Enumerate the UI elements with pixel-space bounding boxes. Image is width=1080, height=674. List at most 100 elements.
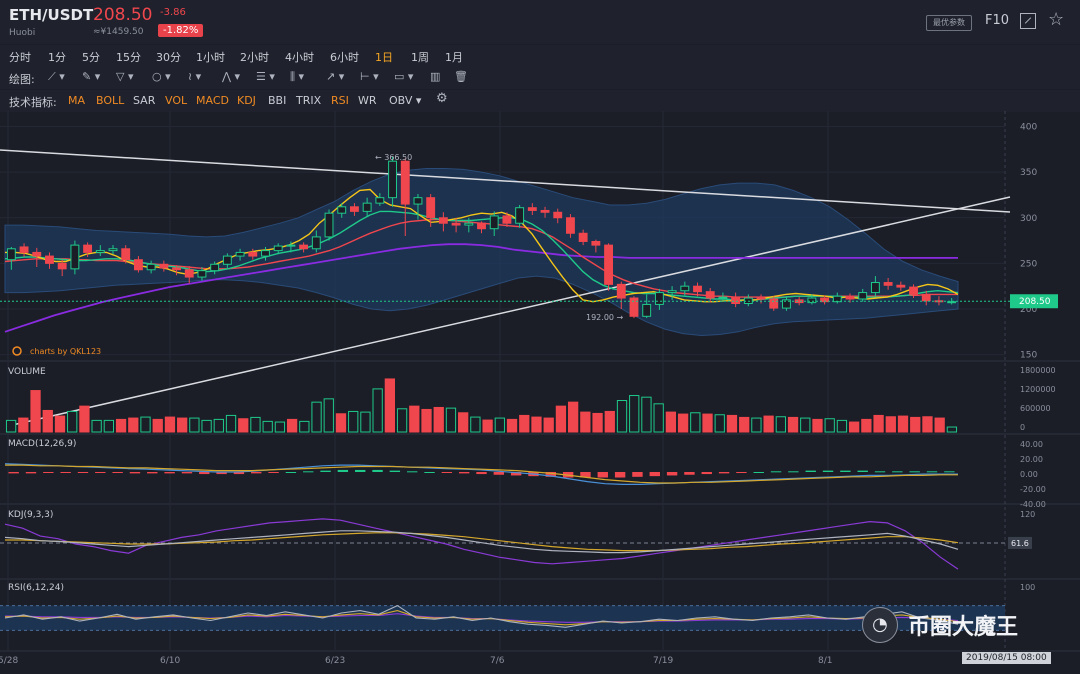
candle-11: [146, 260, 156, 274]
volume-bar-39: [482, 419, 493, 433]
indicator-boll[interactable]: BOLL: [96, 94, 125, 107]
candle-31: [400, 158, 410, 236]
indicator-trix[interactable]: TRIX: [296, 94, 322, 107]
volume-bar-62: [763, 415, 774, 433]
candle-body-10: [133, 259, 143, 271]
macd-hist-18: [320, 470, 331, 472]
x-tick-0: 5/28: [0, 656, 18, 666]
candle-38: [489, 211, 499, 236]
indicator-kdj[interactable]: KDJ: [237, 94, 256, 107]
best-params-button[interactable]: 最优参数: [926, 15, 972, 31]
volume-bar-34: [421, 408, 432, 433]
volume-bar-60: [739, 416, 750, 433]
candle-20: [261, 246, 270, 261]
timeframe-0[interactable]: 分时: [9, 51, 31, 64]
volume-bar-61: [751, 417, 762, 433]
indicator-vol[interactable]: VOL: [165, 94, 188, 107]
indicator-sar[interactable]: SAR: [133, 94, 156, 107]
kdj-tick-2: 100: [1020, 583, 1035, 592]
macd-hist-25: [441, 472, 453, 473]
triangle-tool-icon[interactable]: ▽ ▾: [116, 70, 134, 83]
star-icon[interactable]: ☆: [1048, 9, 1065, 30]
timeframe-11[interactable]: 1月: [445, 51, 463, 64]
candle-2: [32, 247, 42, 268]
f10-button[interactable]: F10: [985, 13, 1010, 28]
macd-hist-3: [60, 472, 71, 473]
candle-body-18: [235, 251, 245, 257]
candle-1: [19, 243, 29, 257]
circle-tool-icon[interactable]: ○ ▾: [152, 70, 171, 83]
volume-bar-63: [775, 416, 786, 433]
last-price-label: 208.50: [1019, 297, 1051, 307]
volume-bar-41: [506, 418, 518, 433]
macd-hist-20: [355, 469, 366, 472]
indicator-macd[interactable]: MACD: [196, 94, 229, 107]
candle-46: [591, 239, 601, 253]
watermark-text: 币圈大魔王: [908, 615, 1019, 640]
candle-16: [210, 261, 220, 275]
volume-bar-13: [164, 416, 176, 433]
indicator-rsi[interactable]: RSI: [331, 94, 349, 107]
indicator-tool-icon[interactable]: ▥: [430, 70, 441, 83]
macd-hist-35: [614, 472, 626, 478]
candle-body-30: [388, 160, 397, 199]
trash-icon[interactable]: 🗑: [454, 70, 468, 83]
candle-10: [133, 256, 143, 273]
timeframe-1[interactable]: 1分: [48, 51, 66, 64]
volume-bar-38: [470, 416, 481, 433]
candle-body-44: [566, 217, 575, 234]
timeframe-3[interactable]: 15分: [116, 51, 141, 64]
macd-hist-11: [199, 472, 210, 475]
comment-tool-icon[interactable]: ▭ ▾: [394, 70, 414, 83]
timeframe-8[interactable]: 6小时: [330, 51, 359, 64]
last-price-tag: [1010, 294, 1058, 309]
low-annotation: 192.00 →: [586, 313, 624, 322]
candle-21: [273, 243, 283, 255]
candle-body-23: [299, 244, 309, 250]
volume-bar-33: [409, 405, 420, 433]
candle-61: [782, 296, 791, 311]
candle-body-4: [57, 262, 67, 270]
volume-bar-29: [360, 411, 371, 433]
candle-22: [286, 241, 296, 253]
candle-15: [197, 267, 207, 281]
pen-tool-icon[interactable]: ✎ ▾: [82, 70, 101, 83]
line-tool-icon[interactable]: ⟋ ▾: [48, 70, 65, 83]
gann-tool-icon[interactable]: ⫼ ▾: [290, 70, 305, 83]
candle-body-24: [311, 236, 321, 250]
fullscreen-icon[interactable]: [1020, 13, 1036, 29]
gear-icon[interactable]: ⚙: [436, 91, 448, 106]
candle-body-49: [629, 297, 639, 317]
measure-tool-icon[interactable]: ⊢ ▾: [360, 70, 379, 83]
arrow-tool-icon[interactable]: ↗ ▾: [326, 70, 345, 83]
wave-tool-icon[interactable]: ≀ ▾: [188, 70, 202, 83]
macd-hist-43: [753, 472, 764, 473]
timeframe-2[interactable]: 5分: [82, 51, 100, 64]
candle-body-45: [578, 232, 588, 242]
exchange-name: Huobi: [9, 28, 36, 38]
kdj-d-line: [5, 532, 959, 552]
timeframe-10[interactable]: 1周: [411, 51, 429, 64]
pair-title[interactable]: ETH/USDT: [9, 6, 94, 24]
timeframe-4[interactable]: 30分: [156, 51, 181, 64]
timeframe-9[interactable]: 1日: [375, 51, 393, 64]
bollinger-band: [4, 168, 959, 337]
fibonacci-tool-icon[interactable]: ☰ ▾: [256, 70, 275, 83]
candle-body-69: [883, 282, 893, 286]
volume-bar-53: [653, 403, 664, 433]
timeframe-7[interactable]: 4小时: [285, 51, 314, 64]
volume-bar-27: [335, 413, 347, 433]
timeframe-5[interactable]: 1小时: [196, 51, 225, 64]
indicator-bbi[interactable]: BBI: [268, 94, 287, 107]
candle-body-17: [222, 255, 232, 265]
timeframe-6[interactable]: 2小时: [240, 51, 269, 64]
chart-area[interactable]: 5/28 6/10 6/23 7/6 7/19 8/1 150 200 250 300 350 400…: [0, 111, 1080, 674]
indicator-obv[interactable]: OBV ▾: [389, 94, 422, 107]
indicator-ma[interactable]: MA: [68, 94, 86, 107]
candle-51: [654, 288, 664, 310]
candle-69: [883, 277, 893, 290]
volume-bar-56: [690, 412, 701, 433]
indicator-wr[interactable]: WR: [358, 94, 377, 107]
pattern-tool-icon[interactable]: ⋀ ▾: [222, 70, 241, 83]
volume-bar-55: [677, 413, 689, 433]
